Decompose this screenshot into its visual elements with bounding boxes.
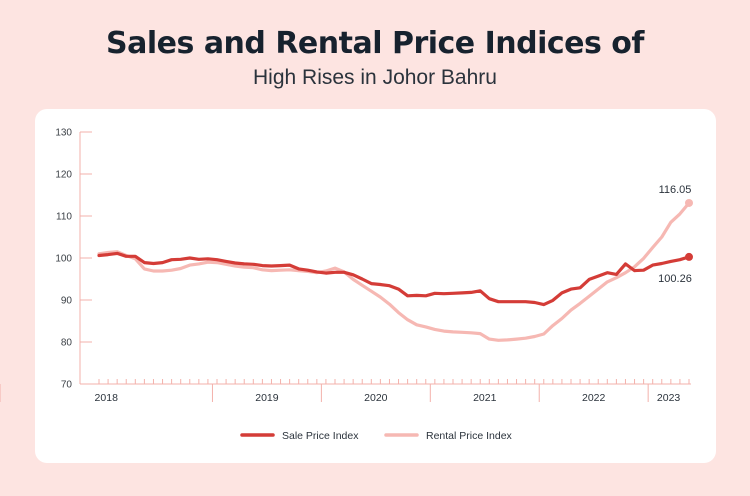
x-year-label: 2019: [255, 392, 279, 404]
x-year-label: 2021: [473, 392, 497, 404]
sale-price-index-line: [97, 251, 691, 307]
chart-title: Sales and Rental Price Indices of: [106, 26, 644, 61]
sale-price-end-marker: [685, 252, 693, 261]
x-year-label: 2022: [582, 392, 606, 404]
y-tick-label: 130: [55, 128, 72, 139]
chart-axes: [79, 132, 691, 385]
y-axis-ticks: 70 80 90 100 110 120 130: [55, 128, 92, 391]
series-end-labels: 116.05 100.26: [658, 184, 692, 285]
y-tick-label: 90: [61, 296, 73, 307]
rental-price-index-line: [97, 201, 691, 342]
rental-price-end-marker: [685, 198, 693, 207]
series-lines: [97, 198, 693, 342]
y-tick-label: 120: [55, 170, 72, 181]
y-tick-label: 80: [61, 338, 73, 349]
rental-price-end-label: 116.05: [659, 184, 692, 196]
legend-sale-price-label: Sale Price Index: [282, 430, 359, 442]
x-year-label: 2018: [95, 392, 119, 404]
x-year-label: 2023: [657, 392, 681, 404]
chart-legend: Sale Price Index Rental Price Index: [240, 430, 513, 442]
legend-rental-price-label: Rental Price Index: [426, 430, 513, 442]
y-tick-label: 70: [61, 380, 73, 391]
x-axis-year-labels: 2018 2019 2020 2021 2022 2023: [0, 379, 690, 404]
chart-subtitle: High Rises in Johor Bahru: [253, 66, 497, 89]
y-tick-label: 100: [55, 254, 72, 265]
y-tick-label: 110: [56, 212, 72, 223]
sale-price-end-label: 100.26: [658, 273, 692, 285]
x-year-label: 2020: [364, 392, 388, 404]
